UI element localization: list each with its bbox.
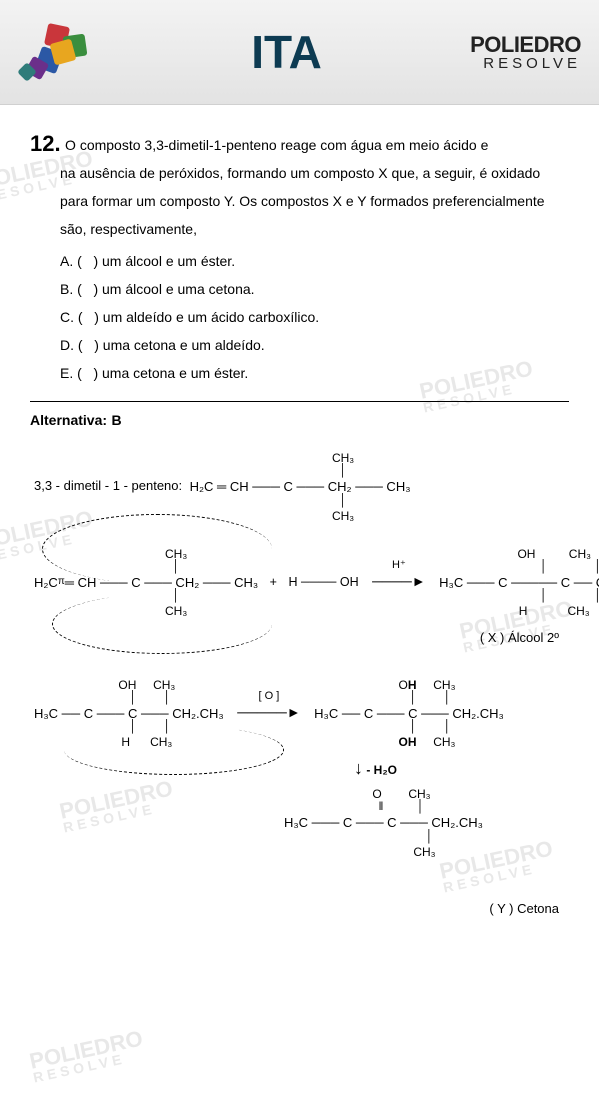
options-list: A. ( ) um álcool e um éster. B. ( ) um á… — [30, 247, 569, 387]
reaction-2: OH CH₃ │ │ H₃C ── C ─── C ─── CH₂.CH₃ │ … — [34, 677, 565, 751]
brand-logo: POLIEDRO RESOLVE — [470, 32, 581, 72]
minus-water: - H₂O — [366, 763, 397, 777]
option-letter: B. — [60, 281, 73, 297]
option-letter: D. — [60, 337, 74, 353]
option-text: um aldeído e um ácido carboxílico. — [103, 309, 319, 325]
molecule-structure: CH₃ │ H₂C ═ CH ─── C ─── CH₂ ─── CH₃ │ C… — [190, 450, 411, 524]
mol-bond: │ │ — [314, 689, 504, 705]
product-y-label: ( Y ) Cetona — [34, 900, 565, 918]
question-content: 12. O composto 3,3-dimetil-1-penteno rea… — [0, 105, 599, 946]
watermark-text: RESOLVE — [32, 1048, 147, 1084]
double-bond: ‖ — [379, 799, 384, 813]
mol-bond: │ │ — [34, 689, 224, 705]
mol-frag: H₂C — [34, 575, 58, 590]
divider — [30, 401, 569, 402]
option-e: E. ( ) uma cetona e um éster. — [60, 359, 569, 387]
option-c: C. ( ) um aldeído e um ácido carboxílico… — [60, 303, 569, 331]
reaction-1: CH₃ │ H₂Cπ═ CH ─── C ─── CH₂ ─── CH₃ │ C… — [34, 546, 565, 620]
logo-icon — [18, 17, 103, 87]
question-block: 12. O composto 3,3-dimetil-1-penteno rea… — [30, 131, 569, 243]
mol-frag: CH ─── C ─── CH₂ ─── CH₃ — [78, 575, 259, 590]
watermark: POLIEDRO RESOLVE — [28, 1028, 147, 1084]
question-text-rest: na ausência de peróxidos, formando um co… — [30, 159, 569, 243]
pi-bond-icon: π — [58, 576, 65, 587]
dehydration-arrow: ↓ - H₂O — [34, 756, 565, 780]
answer-row: Alternativa: B — [30, 412, 569, 430]
product-y: O CH₃ ‖ │ H₃C ─── C ─── C ─── CH₂.CH₃ │ … — [34, 786, 565, 860]
answer-label: Alternativa: — [30, 412, 107, 428]
reaction-arrow-icon: [ O ] ─────► — [237, 703, 300, 722]
page-header: ITA POLIEDRO RESOLVE — [0, 0, 599, 105]
down-arrow-icon: ↓ — [354, 758, 363, 778]
question-text-first: O composto 3,3-dimetil-1-penteno reage c… — [65, 137, 488, 153]
mol-mid: H₂Cπ═ CH ─── C ─── CH₂ ─── CH₃ — [34, 574, 258, 592]
option-paren: ( ) — [77, 365, 98, 381]
option-text: um álcool e uma cetona. — [102, 281, 255, 297]
mol-bot: CH₃ — [34, 603, 258, 619]
mol-bot: H CH₃ — [439, 603, 599, 619]
mol-bot: CH₃ — [190, 508, 411, 524]
reactant-water: H ──── OH — [288, 575, 358, 589]
option-d: D. ( ) uma cetona e um aldeído. — [60, 331, 569, 359]
chemistry-solution: 3,3 - dimetil - 1 - penteno: CH₃ │ H₂C ═… — [30, 430, 569, 926]
mol-mid: H₂C ═ CH ─── C ─── CH₂ ─── CH₃ — [190, 478, 411, 496]
mol-bot: H CH₃ — [34, 734, 224, 750]
reactant-x: OH CH₃ │ │ H₃C ── C ─── C ─── CH₂.CH₃ │ … — [34, 677, 224, 751]
brand-line2: RESOLVE — [470, 55, 581, 72]
arrow-condition: H⁺ — [392, 558, 406, 573]
option-text: uma cetona e um aldeído. — [103, 337, 265, 353]
option-paren: ( ) — [77, 253, 98, 269]
plus-sign: + — [270, 575, 277, 589]
question-number: 12. — [30, 131, 61, 157]
reaction-arrow-icon: H⁺ ────► — [372, 572, 426, 591]
ketone-structure: O CH₃ ‖ │ H₃C ─── C ─── C ─── CH₂.CH₃ │ … — [284, 786, 483, 860]
product-x-label: ( X ) Álcool 2º — [34, 629, 565, 647]
mol-bond: │ — [190, 462, 411, 478]
option-text: uma cetona e um éster. — [102, 365, 248, 381]
mol-bot: OH CH₃ — [314, 734, 504, 750]
option-a: A. ( ) um álcool e um éster. — [60, 247, 569, 275]
option-text: um álcool e um éster. — [102, 253, 235, 269]
option-letter: C. — [60, 309, 74, 325]
product-x: OH CH₃ │ │ H₃C ─── C ───── C ── CH₂ ── C… — [439, 546, 599, 620]
starting-compound: 3,3 - dimetil - 1 - penteno: CH₃ │ H₂C ═… — [34, 450, 565, 524]
option-paren: ( ) — [78, 337, 99, 353]
option-b: B. ( ) um álcool e uma cetona. — [60, 275, 569, 303]
option-letter: E. — [60, 365, 73, 381]
mol-bot: CH₃ — [284, 844, 483, 860]
arrow-condition: [ O ] — [259, 689, 280, 704]
mol-bond: │ — [34, 558, 258, 574]
reactant-1: CH₃ │ H₂Cπ═ CH ─── C ─── CH₂ ─── CH₃ │ C… — [34, 546, 258, 620]
answer-value: B — [111, 412, 121, 428]
option-paren: ( ) — [77, 281, 98, 297]
watermark-text: POLIEDRO — [28, 1028, 145, 1071]
mol-bond: ‖ │ — [284, 798, 483, 814]
intermediate: OH CH₃ │ │ H₃C ── C ─── C ─── CH₂.CH₃ │ … — [314, 677, 504, 751]
compound-name: 3,3 - dimetil - 1 - penteno: — [34, 478, 182, 493]
mol-mid: H₃C ─── C ─── C ─── CH₂.CH₃ — [284, 814, 483, 832]
option-paren: ( ) — [78, 309, 99, 325]
option-letter: A. — [60, 253, 73, 269]
mol-bond: │ │ — [439, 558, 599, 574]
exam-title: ITA — [251, 25, 322, 79]
